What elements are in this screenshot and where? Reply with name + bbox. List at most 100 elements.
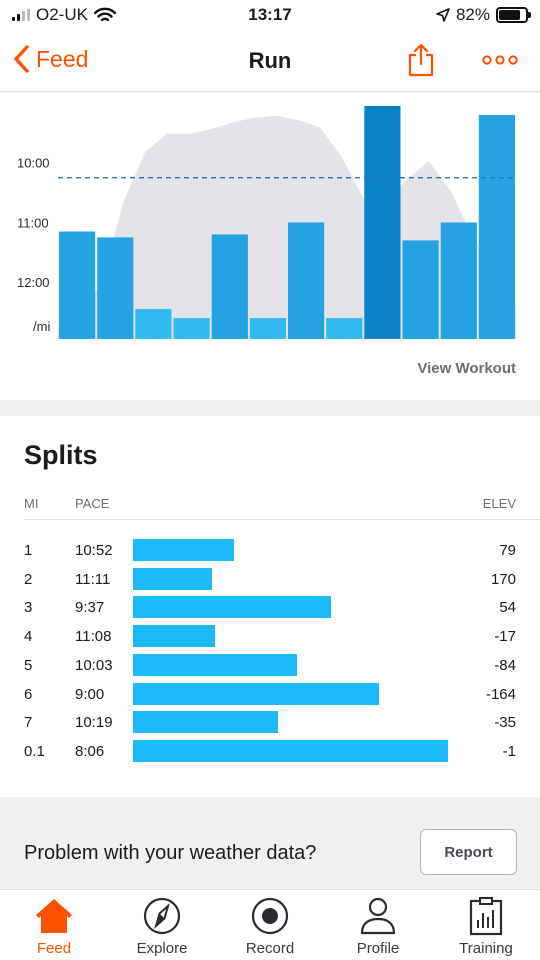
pace-bar <box>402 240 439 339</box>
split-row: 3 9:37 54 <box>0 594 540 622</box>
split-row: 4 11:08 -17 <box>0 623 540 651</box>
chevron-left-icon <box>14 45 29 73</box>
pace-bar <box>364 106 401 339</box>
home-icon <box>36 899 72 933</box>
split-pace-bar <box>133 539 234 561</box>
y-unit-label: /mi <box>33 319 50 334</box>
tab-label: Profile <box>356 940 400 957</box>
tab-label: Training <box>459 940 513 957</box>
split-elevation: -35 <box>494 714 516 732</box>
person-icon <box>360 897 396 935</box>
split-pace-bar <box>133 739 448 762</box>
split-pace-bar <box>133 711 278 734</box>
split-elevation: -164 <box>485 685 516 703</box>
view-workout-link[interactable]: View Workout <box>417 360 516 377</box>
back-label: Feed <box>36 45 89 72</box>
tab-training[interactable]: Training <box>432 890 540 960</box>
split-mile: 5 <box>24 656 33 674</box>
y-tick-label: 11:00 <box>17 215 49 230</box>
carrier-group: O2-UK <box>12 5 116 25</box>
split-row: 2 11:11 170 <box>0 566 540 594</box>
split-pace: 10:19 <box>75 714 113 732</box>
battery-percent: 82% <box>455 5 490 24</box>
tab-label: Record <box>245 940 295 957</box>
tab-label: Feed <box>36 940 72 957</box>
elev-column-header: ELEV <box>482 496 516 511</box>
tab-bar: Feed Explore Record Profile Training <box>0 889 540 960</box>
status-time: 13:17 <box>248 5 292 24</box>
pace-bar <box>135 309 172 339</box>
pace-bar <box>97 237 134 339</box>
pace-bar <box>59 231 96 339</box>
pace-bar <box>326 318 363 339</box>
pace-bar <box>173 318 210 339</box>
split-mile: 4 <box>24 628 33 646</box>
splits-card: Splits MI PACE ELEV 1 10:52 79 2 11:11 170 3 9:… <box>0 416 540 797</box>
split-row: 0.1 8:06 -1 <box>0 738 540 766</box>
pace-column-header: PACE <box>75 496 110 511</box>
y-tick-label: 12:00 <box>17 275 50 290</box>
split-elevation: 170 <box>490 570 516 588</box>
split-pace-bar <box>133 596 331 619</box>
split-pace: 9:00 <box>75 685 105 703</box>
weather-card: Problem with your weather data? Report <box>0 813 540 889</box>
elevation-profile <box>58 115 516 339</box>
carrier-name: O2-UK <box>36 5 88 24</box>
splits-title: Splits <box>24 440 98 470</box>
split-pace: 11:11 <box>75 570 111 588</box>
battery-icon <box>496 7 531 23</box>
pace-chart-card: 10:00 11:00 12:00/mi View Workout <box>0 93 540 400</box>
split-row: 7 10:19 -35 <box>0 709 540 737</box>
record-icon <box>251 897 289 935</box>
split-elevation: -17 <box>494 628 516 646</box>
share-icon[interactable] <box>406 42 436 78</box>
split-row: 6 9:00 -164 <box>0 681 540 709</box>
back-button[interactable]: Feed <box>12 44 88 74</box>
more-options-icon[interactable] <box>480 50 520 70</box>
page-title: Run <box>248 48 292 73</box>
split-mile: 3 <box>24 599 33 617</box>
split-elevation: -1 <box>502 742 516 760</box>
split-row: 5 10:03 -84 <box>0 652 540 680</box>
pace-bar <box>288 222 325 339</box>
pace-bar <box>249 318 286 339</box>
status-right: 82% <box>436 5 531 25</box>
status-bar: O2-UK 13:17 82% <box>0 0 540 30</box>
split-pace: 9:37 <box>75 599 105 617</box>
compass-icon <box>143 897 181 935</box>
split-pace-bar <box>133 567 212 590</box>
split-elevation: -84 <box>494 656 516 674</box>
split-row: 1 10:52 79 <box>0 537 540 565</box>
wifi-icon <box>93 7 116 22</box>
split-mile: 0.1 <box>24 742 45 760</box>
nav-bar: Feed Run <box>0 30 540 92</box>
pace-bar <box>211 234 248 339</box>
pace-bar <box>478 114 515 340</box>
split-pace: 11:08 <box>75 628 112 646</box>
split-mile: 6 <box>24 685 33 703</box>
tab-feed[interactable]: Feed <box>0 890 108 960</box>
tab-explore[interactable]: Explore <box>108 890 216 960</box>
split-pace: 10:52 <box>75 542 113 559</box>
pace-chart[interactable]: 10:00 11:00 12:00/mi <box>0 93 540 353</box>
signal-icon <box>12 9 30 21</box>
mi-column-header: MI <box>24 496 39 511</box>
pace-bar <box>440 222 477 339</box>
split-pace-bar <box>133 653 297 676</box>
split-pace: 8:06 <box>75 742 105 760</box>
y-tick-label: 10:00 <box>17 156 50 171</box>
location-arrow-icon <box>436 8 450 22</box>
split-pace-bar <box>133 625 215 648</box>
clipboard-chart-icon <box>469 897 503 936</box>
weather-problem-text: Problem with your weather data? <box>24 842 317 864</box>
split-mile: 2 <box>24 570 33 588</box>
split-mile: 1 <box>24 542 33 559</box>
split-pace-bar <box>133 682 379 705</box>
split-elevation: 54 <box>499 599 516 617</box>
split-mile: 7 <box>24 714 33 732</box>
tab-profile[interactable]: Profile <box>324 890 432 960</box>
split-pace: 10:03 <box>75 656 113 674</box>
header-divider <box>24 519 540 520</box>
tab-record[interactable]: Record <box>216 890 324 960</box>
report-button[interactable]: Report <box>420 829 517 875</box>
